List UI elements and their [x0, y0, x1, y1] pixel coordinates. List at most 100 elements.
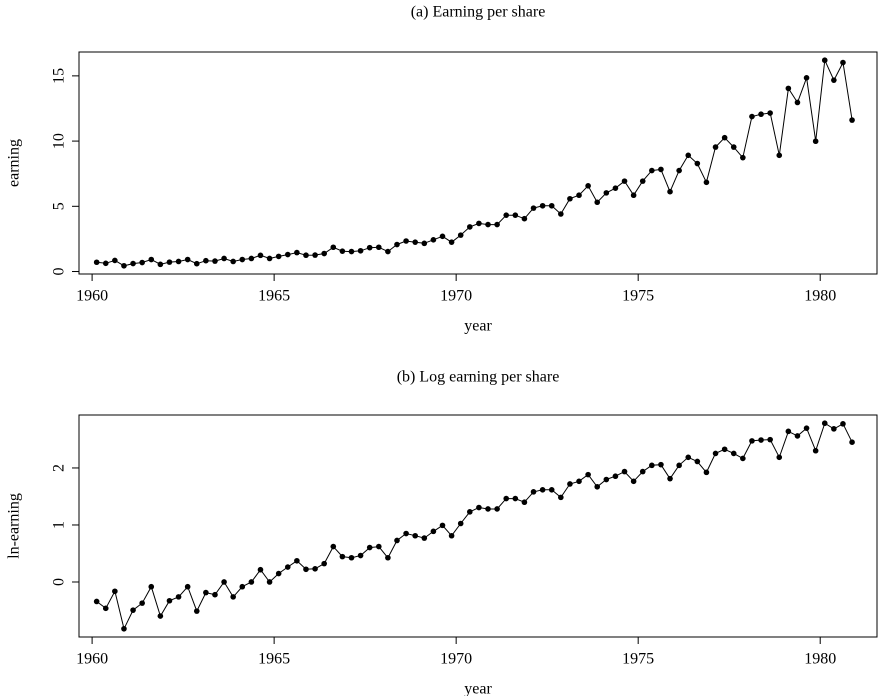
data-point: [375, 543, 382, 550]
data-point: [694, 160, 701, 167]
data-point: [785, 85, 792, 92]
data-point: [230, 594, 236, 600]
data-point: [785, 428, 792, 435]
x-axis-label: year: [464, 318, 492, 335]
data-point: [539, 202, 546, 209]
x-tick-label: 1975: [622, 651, 654, 668]
data-point: [102, 605, 109, 612]
y-axis-label: earning: [6, 139, 23, 187]
data-point: [658, 461, 664, 468]
x-tick-label: 1980: [804, 288, 836, 305]
data-point: [667, 475, 673, 482]
data-point: [512, 495, 519, 502]
data-point: [512, 212, 519, 218]
data-point: [794, 433, 801, 439]
data-point: [712, 144, 719, 150]
x-tick-label: 1965: [258, 651, 290, 668]
y-tick-label: 5: [51, 202, 68, 210]
data-point: [803, 75, 810, 81]
data-point: [303, 566, 309, 573]
data-point: [321, 250, 327, 257]
data-point: [284, 564, 291, 570]
data-point: [448, 532, 455, 539]
data-point: [266, 255, 273, 262]
data-point: [139, 259, 145, 266]
data-point: [339, 248, 346, 254]
data-point: [730, 144, 737, 150]
x-tick-label: 1975: [622, 288, 654, 305]
x-tick-label: 1965: [258, 288, 290, 305]
data-point: [594, 199, 601, 206]
data-point: [275, 570, 282, 577]
y-tick-label: 0: [51, 578, 68, 586]
data-point: [576, 478, 582, 485]
data-point: [112, 588, 118, 595]
data-point: [266, 579, 273, 585]
data-point: [157, 261, 164, 268]
data-point: [157, 613, 164, 619]
data-point: [485, 506, 491, 512]
series-line: [96, 58, 853, 267]
data-point: [430, 237, 437, 243]
data-point: [585, 471, 591, 478]
data-point: [348, 248, 355, 255]
data-point: [803, 425, 810, 431]
data-point: [567, 195, 573, 202]
data-point: [612, 185, 619, 191]
data-point: [530, 205, 537, 211]
x-tick-label: 1980: [804, 651, 836, 668]
data-point: [758, 111, 764, 118]
data-point: [730, 450, 737, 457]
data-point: [712, 450, 719, 457]
data-point: [230, 258, 236, 265]
data-point: [421, 240, 428, 247]
data-point: [831, 426, 837, 432]
data-point: [767, 436, 773, 443]
data-point: [685, 454, 692, 461]
data-point: [294, 557, 300, 564]
data-point: [630, 192, 637, 199]
data-point: [476, 504, 482, 511]
data-point: [603, 476, 610, 483]
data-point: [430, 528, 437, 535]
data-point: [348, 554, 355, 561]
data-point: [776, 152, 783, 159]
data-point: [503, 212, 510, 218]
data-point: [849, 117, 855, 123]
data-point: [667, 188, 673, 195]
data-point: [366, 544, 373, 551]
data-point: [403, 530, 409, 537]
data-point: [467, 224, 473, 230]
data-point: [275, 253, 282, 260]
data-point: [494, 506, 500, 512]
data-point: [221, 255, 227, 262]
data-point: [121, 262, 127, 269]
x-tick-label: 1970: [440, 651, 472, 668]
data-point: [339, 553, 346, 560]
data-point: [248, 255, 255, 262]
data-point: [794, 99, 801, 106]
data-point: [558, 211, 564, 217]
x-axis-label: year: [464, 681, 492, 696]
data-point: [303, 252, 309, 259]
data-point: [148, 256, 155, 263]
data-point: [494, 221, 500, 228]
data-point: [539, 486, 546, 493]
data-point: [521, 499, 528, 506]
data-point: [257, 566, 264, 573]
data-point: [221, 579, 227, 585]
data-point: [203, 589, 209, 596]
data-point: [639, 468, 646, 475]
data-point: [530, 489, 537, 495]
data-point: [658, 166, 664, 173]
data-point: [649, 167, 655, 174]
data-point: [776, 454, 783, 461]
data-point: [740, 154, 746, 161]
data-point: [294, 249, 300, 256]
data-point: [767, 110, 773, 116]
data-point: [849, 439, 855, 445]
data-point: [212, 591, 218, 598]
data-point: [193, 608, 200, 614]
data-point: [385, 554, 391, 561]
